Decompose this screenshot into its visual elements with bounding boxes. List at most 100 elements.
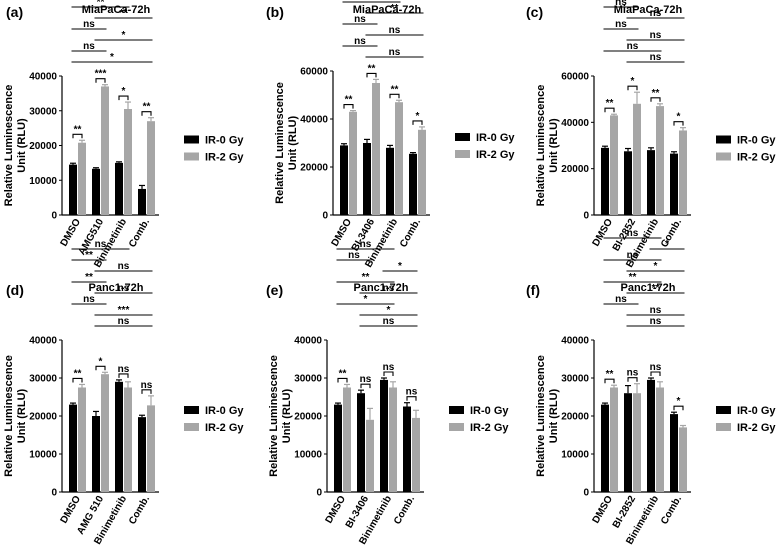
pair-significance-label: * xyxy=(416,111,420,122)
y-tick-label: 40000 xyxy=(294,336,322,347)
bar xyxy=(624,393,632,492)
y-tick-label: 30000 xyxy=(29,374,57,385)
comparison-label: * xyxy=(387,305,391,316)
y-tick-label: 30000 xyxy=(29,106,57,117)
bar xyxy=(115,381,123,492)
y-tick-label: 40000 xyxy=(29,336,57,347)
bar xyxy=(101,374,109,492)
comparison-label: ** xyxy=(362,272,370,283)
panel-label: (a) xyxy=(6,4,23,20)
pair-bracket xyxy=(360,383,371,389)
x-tick-label: Comb. xyxy=(659,217,684,250)
pair-significance-label: ** xyxy=(74,124,82,135)
comparison-label: ns xyxy=(118,316,130,327)
pair-bracket xyxy=(673,405,684,411)
y-tick-label: 40000 xyxy=(29,72,57,83)
bar xyxy=(357,393,365,492)
pair-bracket xyxy=(650,371,661,376)
bar xyxy=(656,106,664,215)
comparison-label: ns xyxy=(650,30,662,41)
pair-significance-label: * xyxy=(99,356,103,367)
legend-label: IR-2 Gy xyxy=(205,152,244,164)
comparison-label: * xyxy=(364,294,368,305)
comparison-label: ns xyxy=(627,41,639,52)
y-tick-label: 40000 xyxy=(300,115,328,126)
pair-bracket xyxy=(412,120,423,125)
y-axis-label-line1: Relative Luminescence xyxy=(535,85,547,207)
y-tick-label: 20000 xyxy=(29,141,57,152)
pair-significance-label: ns xyxy=(118,364,130,375)
bar xyxy=(601,147,609,215)
comparison-label: ** xyxy=(652,283,660,294)
comparison-label: ** xyxy=(391,3,399,14)
pair-significance-label: * xyxy=(677,112,681,123)
bar xyxy=(147,121,155,215)
panel-label: (c) xyxy=(526,4,543,20)
bar xyxy=(124,109,132,215)
bar xyxy=(343,387,351,492)
legend-label: IR-0 Gy xyxy=(737,405,776,417)
y-axis-label-line1: Relative Luminescence xyxy=(274,82,286,204)
x-tick-label: Comb. xyxy=(392,494,417,527)
y-axis-label-line2: Unit (RLU) xyxy=(16,388,28,443)
y-tick-label: 10000 xyxy=(29,176,57,187)
bar xyxy=(656,387,664,492)
comparison-label: ns xyxy=(348,250,360,261)
y-axis-label-line2: Unit (RLU) xyxy=(548,388,560,443)
pair-significance-label: ** xyxy=(74,368,82,379)
legend-swatch xyxy=(455,150,470,158)
y-axis-label-line1: Relative Luminescence xyxy=(535,355,547,477)
x-tick-label: DMSO xyxy=(59,217,84,249)
bar xyxy=(679,130,687,215)
pair-significance-label: ns xyxy=(360,374,372,385)
pair-bracket xyxy=(406,396,417,401)
legend-swatch xyxy=(716,406,731,414)
bar xyxy=(624,151,632,215)
legend-swatch xyxy=(716,423,731,431)
y-tick-label: 30000 xyxy=(561,374,589,385)
y-tick-label: 40000 xyxy=(561,336,589,347)
pair-significance-label: * xyxy=(122,86,126,97)
x-tick-label: Comb. xyxy=(127,494,152,527)
pair-bracket xyxy=(118,373,129,378)
comparison-label: ns xyxy=(83,41,95,52)
y-tick-label: 0 xyxy=(583,211,589,222)
y-tick-label: 20000 xyxy=(561,412,589,423)
comparison-label: ns xyxy=(389,47,401,58)
comparison-label: ns xyxy=(360,239,372,250)
comparison-label: ns xyxy=(627,250,639,261)
y-tick-label: 30000 xyxy=(294,374,322,385)
y-axis-label: Relative LuminescenceUnit (RLU) xyxy=(535,355,560,477)
y-tick-label: 0 xyxy=(583,488,589,499)
bar xyxy=(647,379,655,492)
pair-significance-label: ns xyxy=(627,368,639,379)
pair-bracket xyxy=(627,377,638,382)
comparison-label: * xyxy=(110,52,114,63)
legend-label: IR-2 Gy xyxy=(470,422,509,434)
comparison-label: ** xyxy=(120,8,128,19)
y-tick-label: 60000 xyxy=(300,67,328,78)
pair-bracket xyxy=(650,97,661,102)
bar xyxy=(679,427,687,492)
y-tick-label: 20000 xyxy=(294,412,322,423)
comparison-label: ns xyxy=(650,52,662,63)
pair-bracket xyxy=(673,121,684,126)
pair-significance-label: ** xyxy=(345,95,353,106)
panel-label: (f) xyxy=(526,282,540,298)
y-axis-label: Relative LuminescenceUnit (RLU) xyxy=(3,355,28,477)
pair-bracket xyxy=(72,133,83,139)
pair-significance-label: ** xyxy=(391,84,399,95)
pair-bracket xyxy=(141,389,152,394)
bar xyxy=(92,416,100,492)
bar xyxy=(366,419,374,492)
bar xyxy=(372,83,380,215)
comparison-label: ns xyxy=(650,8,662,19)
bar xyxy=(101,86,109,215)
pair-significance-label: ** xyxy=(652,88,660,99)
legend-swatch xyxy=(184,423,199,431)
comparison-label: ns xyxy=(118,283,130,294)
comparison-label: ns xyxy=(650,316,662,327)
legend-swatch xyxy=(184,135,199,144)
y-tick-label: 60000 xyxy=(561,72,589,83)
